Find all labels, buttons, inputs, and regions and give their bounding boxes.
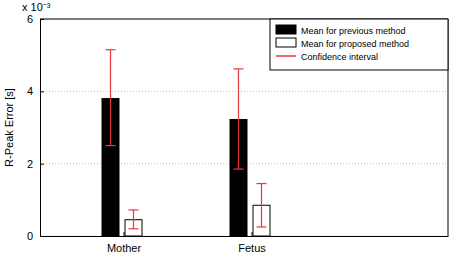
x-axis [41,236,449,237]
y-tick-label: 2 [27,158,33,170]
grid [40,19,448,236]
y-tick: 6 [27,13,44,25]
error-bar-cap [129,209,139,210]
error-bar-stem [261,184,262,227]
error-bar-cap [129,228,139,229]
error-bar-stem [238,69,239,169]
legend-box [270,19,448,70]
legend: Mean for previous method Mean for propose… [270,19,448,70]
x-tick-mark [124,232,125,236]
legend-swatch [276,38,296,47]
error-bar-cap [257,226,267,227]
error-bar [106,50,116,146]
error-bar [257,184,267,227]
y-axis-line [40,20,41,237]
y-tick-mark [40,19,44,20]
error-bar-cap [106,49,116,50]
y-tick-mark [40,164,44,165]
error-bar-cap [234,68,244,69]
y-tick-label: 6 [27,13,33,25]
y-axis-title: R-Peak Error [s] [3,88,15,167]
y-tick-label: 4 [27,85,33,97]
legend-label: Mean for proposed method [301,39,409,49]
x-tick-label: Mother [107,242,142,254]
x-tick-mark [252,232,253,236]
plot-frame [40,19,448,236]
legend-label: Confidence interval [301,52,378,62]
y-tick-label: 0 [27,230,33,242]
error-bar [129,210,139,229]
error-bar-stem [110,50,111,146]
y-tick: 2 [27,158,44,170]
error-bar-cap [257,183,267,184]
y-tick-mark [40,91,44,92]
x-tick-labels: Mother Fetus [107,232,266,254]
legend-swatch [276,55,296,57]
error-bar-cap [234,168,244,169]
x-tick-label: Fetus [238,242,266,254]
axis-multiplier: x 10⁻³ [22,1,51,13]
error-bar-stem [133,210,134,229]
y-tick: 4 [27,85,44,97]
error-bar-cap [106,145,116,146]
grid-line [40,91,448,92]
legend-swatch [276,25,296,34]
legend-label: Mean for previous method [301,26,406,36]
x-axis-line [41,236,449,237]
error-bar [234,69,244,169]
y-axis: 0 2 4 6 [27,13,44,242]
chart: 0 2 4 6 Mother Fetus R-Peak Error [s] x 10⁻³ Mea… [0,0,454,263]
plot-area [102,50,270,236]
